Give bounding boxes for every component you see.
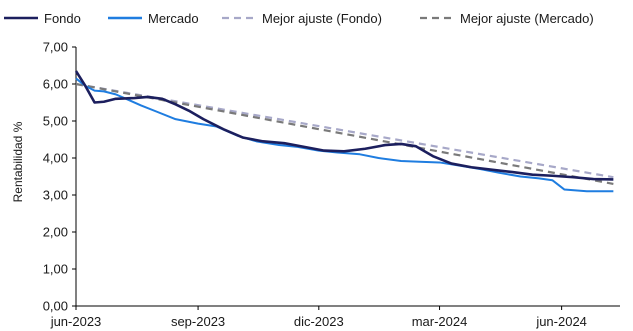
y-tick-label: 7,00: [43, 40, 68, 55]
x-tick-label: jun-2023: [50, 314, 102, 329]
y-tick-label: 2,00: [43, 225, 68, 240]
axes: 0,00 1,00 2,00 3,00 4,00 5,00 6,00 7,00 jun-202…: [11, 40, 620, 329]
x-tick-label: sep-2023: [171, 314, 225, 329]
y-tick-label: 3,00: [43, 188, 68, 203]
legend-label: Mercado: [148, 11, 199, 26]
x-tick-label: jun-2024: [535, 314, 587, 329]
y-ticks: 0,00 1,00 2,00 3,00 4,00 5,00 6,00 7,00: [43, 40, 76, 314]
series-line-1: [74, 70, 614, 181]
x-ticks: jun-2023 sep-2023 dic-2023 mar-2024 jun-2024: [50, 306, 587, 329]
plot-area: [74, 70, 614, 193]
x-tick-label: dic-2023: [294, 314, 344, 329]
y-axis-title: Rentabilidad %: [11, 121, 25, 202]
y-tick-label: 1,00: [43, 262, 68, 277]
y-tick-label: 4,00: [43, 151, 68, 166]
legend-label: Mejor ajuste (Mercado): [460, 11, 594, 26]
legend: Fondo Mercado Mejor ajuste (Fondo) Mejor aj…: [4, 11, 594, 26]
legend-label: Mejor ajuste (Fondo): [262, 11, 382, 26]
legend-label: Fondo: [44, 11, 81, 26]
y-tick-label: 5,00: [43, 114, 68, 129]
y-tick-label: 0,00: [43, 299, 68, 314]
y-tick-label: 6,00: [43, 77, 68, 92]
x-tick-label: mar-2024: [412, 314, 468, 329]
